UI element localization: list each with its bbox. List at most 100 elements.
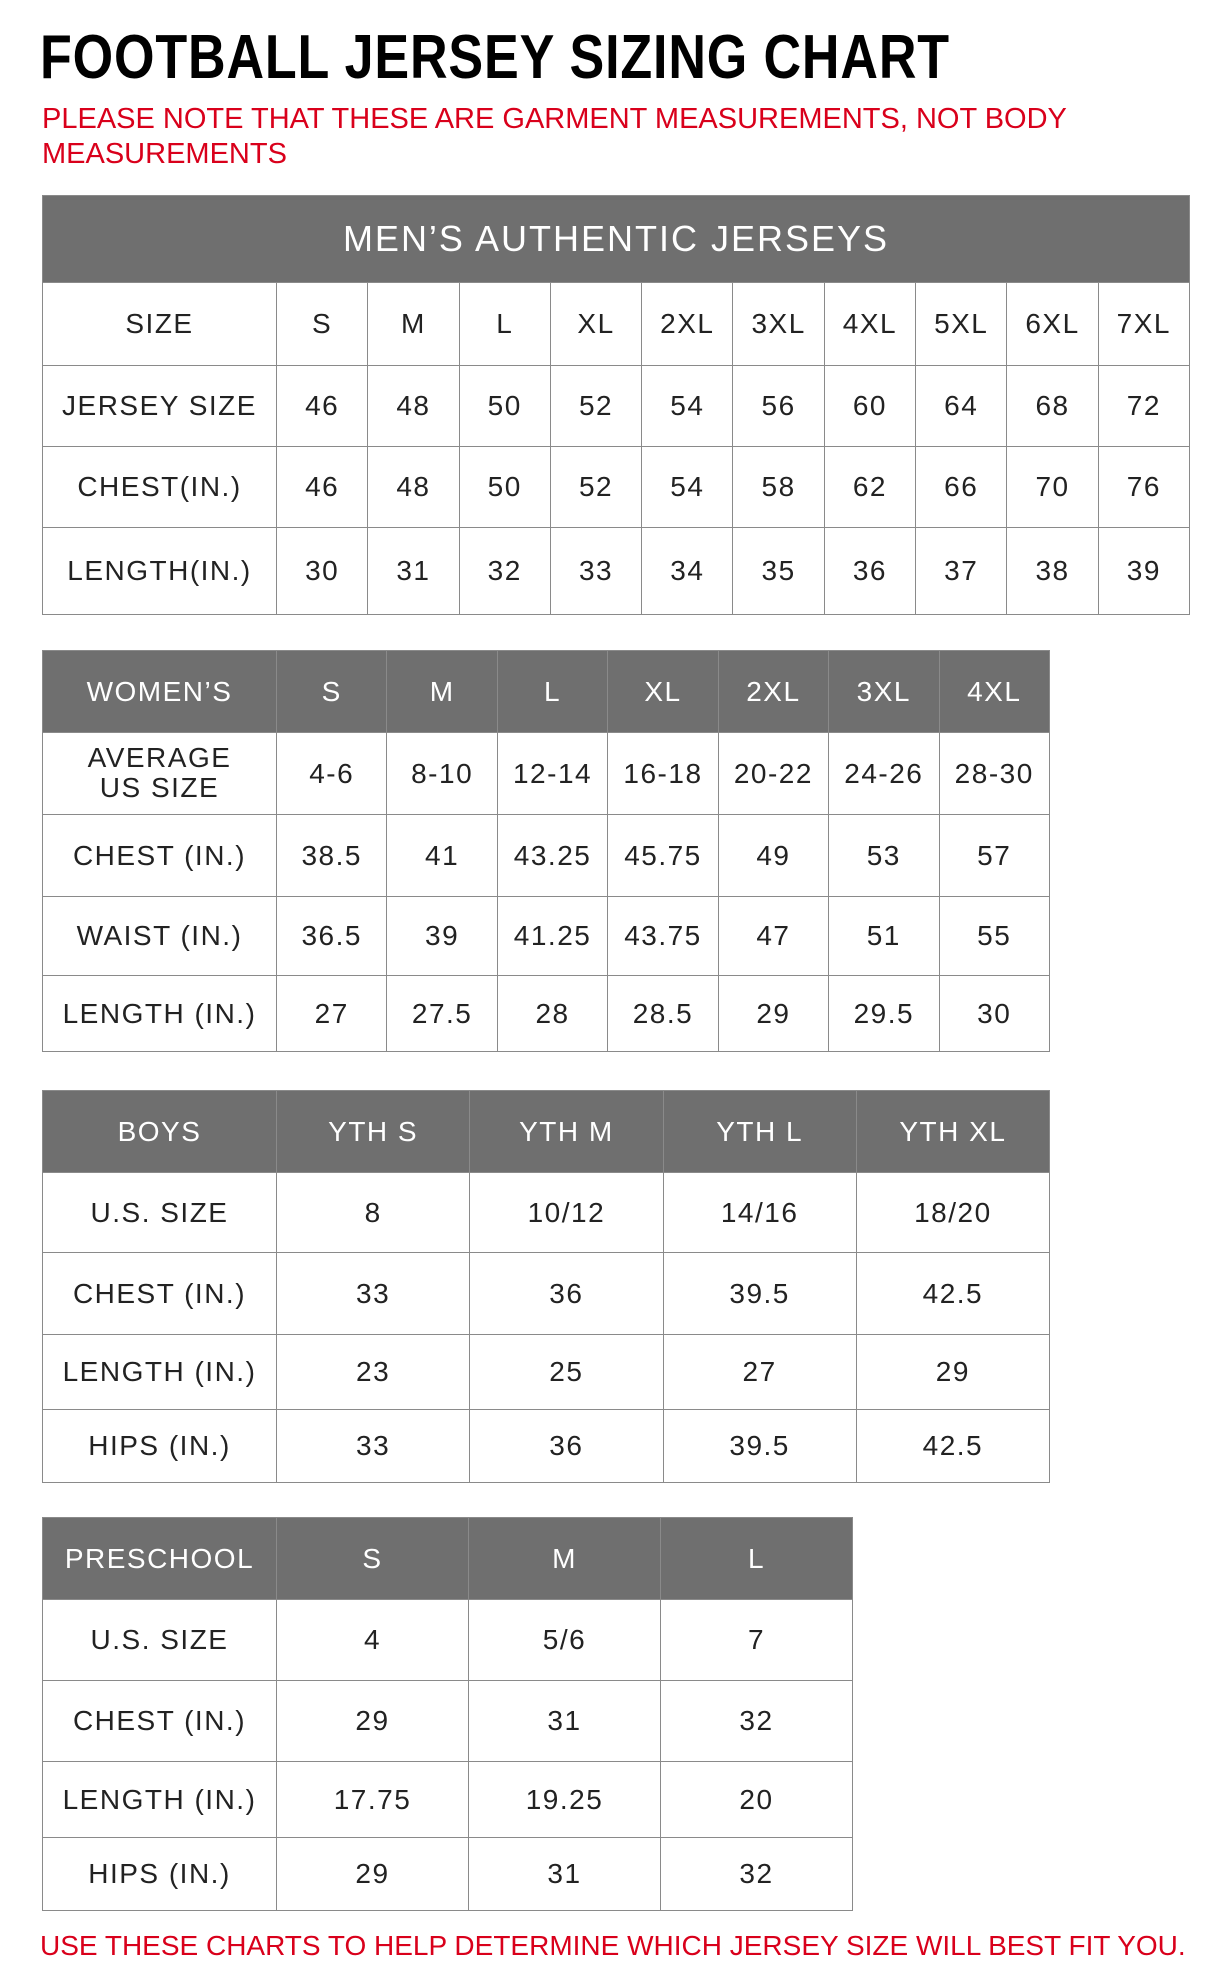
data-row: CHEST (IN.) 38.5 41 43.25 45.75 49 53 57 bbox=[42, 814, 1050, 897]
cell: 46 bbox=[275, 365, 369, 447]
header-cell: L bbox=[496, 650, 609, 733]
header-cell: YTH XL bbox=[855, 1090, 1051, 1173]
header-cell: PRESCHOOL bbox=[42, 1517, 277, 1600]
cell: 32 bbox=[660, 1837, 853, 1911]
cell: 24-26 bbox=[828, 732, 940, 815]
data-row: LENGTH (IN.) 23 25 27 29 bbox=[42, 1334, 1051, 1410]
footer: USE THESE CHARTS TO HELP DETERMINE WHICH… bbox=[40, 1930, 1186, 1961]
cell: 49 bbox=[717, 814, 830, 897]
cell: 31 bbox=[468, 1680, 661, 1762]
cell: 36.5 bbox=[275, 896, 388, 976]
header-cell: 4XL bbox=[938, 650, 1050, 733]
header-cell: 2XL bbox=[717, 650, 830, 733]
row-label: HIPS (IN.) bbox=[42, 1837, 277, 1911]
cell: 64 bbox=[915, 365, 1008, 447]
cell: 18/20 bbox=[855, 1172, 1051, 1253]
header-cell: WOMEN’S bbox=[42, 650, 277, 733]
cell: 48 bbox=[367, 446, 460, 528]
cell: 33 bbox=[275, 1409, 471, 1483]
row-label: U.S. SIZE bbox=[42, 1172, 277, 1253]
header-cell: 3XL bbox=[732, 282, 825, 366]
cell: 66 bbox=[915, 446, 1008, 528]
cell: 43.75 bbox=[607, 896, 719, 976]
cell: 54 bbox=[641, 365, 734, 447]
cell: 50 bbox=[458, 365, 551, 447]
data-row: JERSEY SIZE 46 48 50 52 54 56 60 64 68 72 bbox=[42, 365, 1190, 447]
row-label-text: AVERAGE US SIZE bbox=[87, 742, 232, 803]
cell: 16-18 bbox=[607, 732, 719, 815]
data-row: WAIST (IN.) 36.5 39 41.25 43.75 47 51 55 bbox=[42, 896, 1050, 976]
cell: 34 bbox=[641, 527, 734, 615]
cell: 54 bbox=[641, 446, 734, 528]
data-row: LENGTH (IN.) 27 27.5 28 28.5 29 29.5 30 bbox=[42, 975, 1050, 1052]
cell: 19.25 bbox=[468, 1761, 661, 1838]
header-cell: M bbox=[386, 650, 498, 733]
header-cell: 2XL bbox=[641, 282, 734, 366]
cell: 29 bbox=[276, 1680, 469, 1762]
cell: 36 bbox=[469, 1409, 664, 1483]
cell: 29 bbox=[276, 1837, 469, 1911]
cell: 4-6 bbox=[275, 732, 388, 815]
cell: 23 bbox=[275, 1334, 471, 1410]
cell: 20 bbox=[660, 1761, 853, 1838]
header-cell: 3XL bbox=[828, 650, 940, 733]
cell: 36 bbox=[823, 527, 917, 615]
row-label: CHEST (IN.) bbox=[42, 1680, 277, 1762]
header-cell: S bbox=[275, 650, 388, 733]
cell: 46 bbox=[275, 446, 369, 528]
data-row: CHEST (IN.) 29 31 32 bbox=[42, 1680, 853, 1762]
cell: 58 bbox=[732, 446, 825, 528]
size-table: MEN’S AUTHENTIC JERSEYS SIZE S M L XL 2XL 3XL 4X… bbox=[42, 195, 1190, 615]
data-row: HIPS (IN.) 33 36 39.5 42.5 bbox=[42, 1409, 1051, 1483]
header-cell: S bbox=[276, 1517, 469, 1600]
title-row: MEN’S AUTHENTIC JERSEYS bbox=[42, 195, 1190, 283]
size-table: WOMEN’S S M L XL 2XL 3XL 4XL AVERAGE US SIZE 4-6 8… bbox=[42, 650, 1050, 1052]
header-row: WOMEN’S S M L XL 2XL 3XL 4XL bbox=[42, 650, 1050, 733]
cell: 31 bbox=[468, 1837, 661, 1911]
header-cell: XL bbox=[549, 282, 643, 366]
header-cell: YTH S bbox=[275, 1090, 471, 1173]
row-label: LENGTH (IN.) bbox=[42, 975, 277, 1052]
row-label: U.S. SIZE bbox=[42, 1599, 277, 1681]
size-table: PRESCHOOL S M L U.S. SIZE 4 5/6 7 CHEST (IN.) 29 3… bbox=[42, 1517, 853, 1911]
cell: 33 bbox=[549, 527, 643, 615]
cell: 33 bbox=[275, 1252, 471, 1335]
data-row: LENGTH (IN.) 17.75 19.25 20 bbox=[42, 1761, 853, 1838]
cell: 56 bbox=[732, 365, 825, 447]
cell: 55 bbox=[938, 896, 1050, 976]
cell: 39.5 bbox=[662, 1252, 857, 1335]
cell: 27.5 bbox=[386, 975, 498, 1052]
header-row: SIZE S M L XL 2XL 3XL 4XL 5XL 6XL 7XL bbox=[42, 282, 1190, 366]
cell: 20-22 bbox=[717, 732, 830, 815]
cell: 50 bbox=[458, 446, 551, 528]
cell: 53 bbox=[828, 814, 940, 897]
cell: 72 bbox=[1097, 365, 1190, 447]
cell: 14/16 bbox=[662, 1172, 857, 1253]
cell: 28.5 bbox=[607, 975, 719, 1052]
row-label: LENGTH (IN.) bbox=[42, 1761, 277, 1838]
header-cell: L bbox=[660, 1517, 853, 1600]
cell: 30 bbox=[938, 975, 1050, 1052]
header-cell: 7XL bbox=[1097, 282, 1190, 366]
cell: 57 bbox=[938, 814, 1050, 897]
data-row: CHEST (IN.) 33 36 39.5 42.5 bbox=[42, 1252, 1051, 1335]
cell: 32 bbox=[660, 1680, 853, 1762]
header-cell: S bbox=[275, 282, 369, 366]
cell: 60 bbox=[823, 365, 917, 447]
header-cell: BOYS bbox=[42, 1090, 277, 1173]
header-cell: M bbox=[468, 1517, 661, 1600]
cell: 42.5 bbox=[855, 1409, 1051, 1483]
cell: 32 bbox=[458, 527, 551, 615]
cell: 41 bbox=[386, 814, 498, 897]
cell: 7 bbox=[660, 1599, 853, 1681]
cell: 37 bbox=[915, 527, 1008, 615]
cell: 68 bbox=[1006, 365, 1099, 447]
header-row: PRESCHOOL S M L bbox=[42, 1517, 853, 1600]
cell: 51 bbox=[828, 896, 940, 976]
cell: 29.5 bbox=[828, 975, 940, 1052]
header-cell: SIZE bbox=[42, 282, 277, 366]
data-row: LENGTH(IN.) 30 31 32 33 34 35 36 37 38 39 bbox=[42, 527, 1190, 615]
cell: 70 bbox=[1006, 446, 1099, 528]
cell: 28-30 bbox=[938, 732, 1050, 815]
